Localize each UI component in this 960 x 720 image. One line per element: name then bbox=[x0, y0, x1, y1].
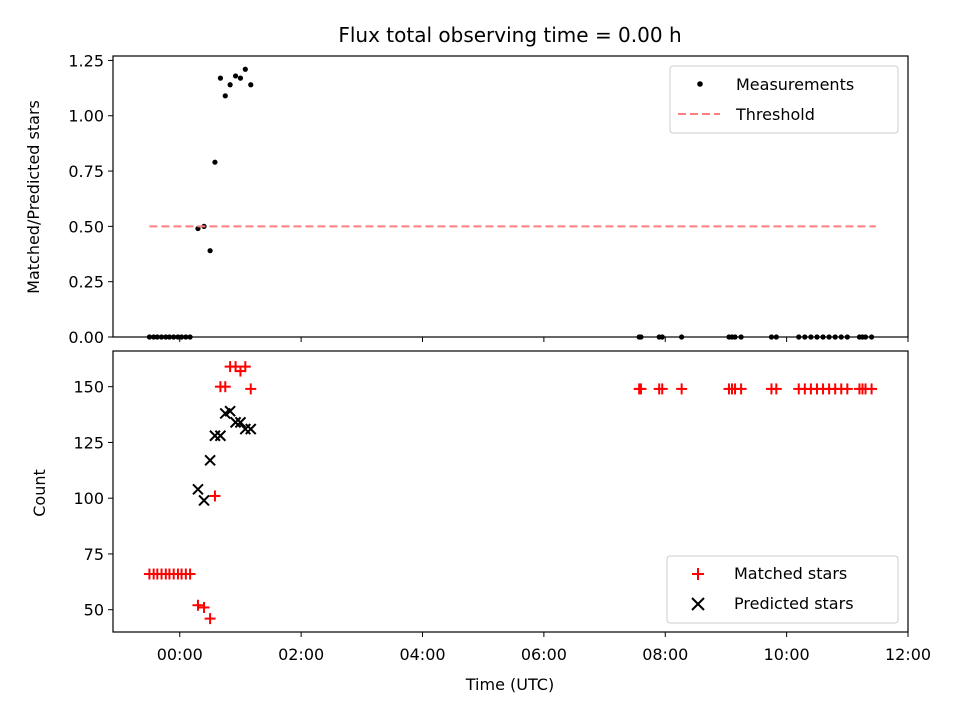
ytick-label: 1.00 bbox=[68, 107, 104, 126]
matched-star-point bbox=[198, 601, 210, 613]
predicted-star-point bbox=[245, 423, 257, 435]
top-panel: Matched/Predicted stars 0.00 0.25 0.50 0.75… bbox=[24, 51, 909, 347]
ytick-label: 100 bbox=[73, 489, 104, 508]
bottom-xlabel: Time (UTC) bbox=[465, 675, 554, 694]
legend-predicted-marker bbox=[691, 597, 705, 611]
bottom-ylabel: Count bbox=[30, 469, 49, 517]
matched-star-point bbox=[204, 613, 216, 625]
xtick-label: 08:00 bbox=[642, 645, 688, 664]
top-legend: Measurements Threshold bbox=[669, 65, 899, 134]
ytick-label: 1.25 bbox=[68, 51, 104, 70]
bottom-legend-box bbox=[666, 555, 899, 624]
xtick-label: 12:00 bbox=[885, 645, 931, 664]
figure-title: Flux total observing time = 0.00 h bbox=[338, 23, 681, 47]
xtick-label: 04:00 bbox=[399, 645, 445, 664]
ytick-label: 0.75 bbox=[68, 162, 104, 181]
matched-star-point bbox=[209, 490, 221, 502]
ytick-label: 75 bbox=[84, 545, 104, 564]
measurement-point bbox=[212, 159, 218, 165]
matched-star-point bbox=[656, 383, 668, 395]
legend-predicted-label: Predicted stars bbox=[734, 594, 854, 613]
top-ylabel: Matched/Predicted stars bbox=[24, 100, 43, 294]
ytick-label: 125 bbox=[73, 433, 104, 452]
legend-threshold-label: Threshold bbox=[735, 105, 815, 124]
measurement-point bbox=[237, 75, 244, 81]
legend-matched-marker bbox=[692, 568, 704, 580]
matched-star-point bbox=[841, 383, 853, 395]
measurement-point bbox=[248, 82, 254, 88]
measurement-point bbox=[207, 248, 213, 254]
predicted-star-point bbox=[214, 430, 227, 442]
bottom-legend: Matched stars Predicted stars bbox=[666, 555, 899, 624]
bottom-plot-marks bbox=[143, 361, 878, 625]
predicted-star-point bbox=[234, 416, 247, 429]
xtick-label: 02:00 bbox=[278, 645, 324, 664]
matched-star-point bbox=[219, 381, 231, 393]
ytick-label: 0.50 bbox=[68, 217, 104, 236]
matched-star-point bbox=[866, 383, 878, 395]
matched-star-point bbox=[184, 568, 196, 580]
ytick-label: 0.25 bbox=[68, 273, 104, 292]
bottom-panel: Count Time (UTC) 50 75 100 125 150 00:00 02:0… bbox=[30, 350, 931, 694]
predicted-star-point bbox=[198, 494, 210, 507]
top-plot-marks bbox=[146, 66, 876, 340]
matched-star-point bbox=[245, 383, 257, 395]
ytick-label: 0.00 bbox=[68, 328, 104, 347]
predicted-star-point bbox=[192, 483, 204, 495]
legend-measurements-label: Measurements bbox=[736, 75, 854, 94]
matched-star-point bbox=[770, 383, 782, 395]
xtick-label: 06:00 bbox=[521, 645, 567, 664]
top-legend-box bbox=[669, 65, 899, 134]
matched-star-point bbox=[635, 383, 647, 395]
top-yticks: 0.00 0.25 0.50 0.75 1.00 1.25 bbox=[68, 51, 113, 347]
bottom-plot-frame bbox=[112, 350, 909, 633]
measurement-point bbox=[217, 75, 224, 81]
measurement-point bbox=[222, 93, 228, 99]
matched-star-point bbox=[676, 383, 688, 395]
predicted-star-point bbox=[229, 416, 242, 429]
ytick-label: 50 bbox=[84, 601, 104, 620]
predicted-star-point bbox=[204, 454, 216, 466]
matched-star-point bbox=[239, 361, 251, 373]
matched-star-point bbox=[735, 383, 747, 395]
bottom-yticks: 50 75 100 125 150 bbox=[73, 378, 113, 620]
predicted-star-point bbox=[224, 405, 236, 417]
measurement-point bbox=[227, 82, 233, 88]
top-plot-frame bbox=[112, 55, 909, 338]
ytick-label: 150 bbox=[73, 378, 104, 397]
legend-measurements-marker bbox=[697, 81, 703, 87]
xtick-label: 10:00 bbox=[764, 645, 810, 664]
measurement-point bbox=[232, 73, 239, 79]
predicted-star-point bbox=[209, 430, 221, 442]
matched-star-point bbox=[192, 599, 204, 611]
predicted-star-point bbox=[239, 423, 252, 435]
xtick-label: 00:00 bbox=[157, 645, 203, 664]
bottom-xticks: 00:00 02:00 04:00 06:00 08:00 10:00 12:00 bbox=[157, 632, 931, 664]
measurement-point bbox=[242, 66, 248, 72]
legend-matched-label: Matched stars bbox=[734, 564, 847, 583]
